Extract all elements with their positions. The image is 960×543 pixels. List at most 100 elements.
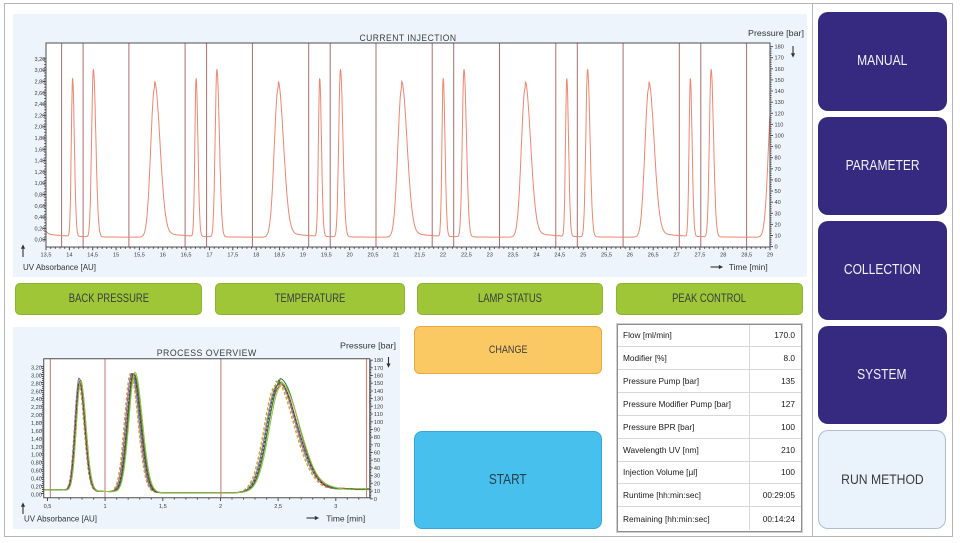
svg-text:1: 1 [104,504,107,510]
svg-text:Time [min]: Time [min] [326,514,365,524]
svg-text:150: 150 [374,381,383,387]
svg-text:2,5: 2,5 [274,504,282,510]
svg-text:24: 24 [533,253,539,259]
svg-text:2,20: 2,20 [35,113,46,119]
svg-text:130: 130 [775,100,784,106]
svg-text:PROCESS OVERVIEW: PROCESS OVERVIEW [157,348,257,358]
svg-text:0,40: 0,40 [31,477,42,483]
svg-text:3,00: 3,00 [35,68,46,74]
svg-text:24,5: 24,5 [554,253,565,259]
svg-text:14: 14 [66,253,72,259]
svg-text:180: 180 [374,358,383,364]
svg-text:29: 29 [767,253,773,259]
svg-text:23: 23 [487,253,493,259]
svg-text:0,80: 0,80 [31,461,42,467]
svg-text:26: 26 [627,253,633,259]
svg-text:UV Absorbance [AU]: UV Absorbance [AU] [23,262,96,272]
svg-text:40: 40 [775,200,781,206]
svg-text:20: 20 [374,481,380,487]
svg-text:20: 20 [346,253,352,259]
svg-text:15: 15 [113,253,119,259]
svg-text:2,00: 2,00 [35,125,46,131]
svg-text:100: 100 [775,134,784,140]
svg-text:0,00: 0,00 [35,238,46,244]
svg-text:17,5: 17,5 [227,253,238,259]
svg-text:130: 130 [374,397,383,403]
svg-text:26,5: 26,5 [648,253,659,259]
svg-text:160: 160 [775,67,784,73]
svg-text:140: 140 [374,389,383,395]
svg-text:21: 21 [393,253,399,259]
svg-text:1,5: 1,5 [159,504,167,510]
svg-text:15,5: 15,5 [134,253,145,259]
svg-text:21,5: 21,5 [414,253,425,259]
svg-text:2,20: 2,20 [31,405,42,411]
svg-text:28,5: 28,5 [741,253,752,259]
svg-text:90: 90 [775,145,781,151]
svg-text:3,20: 3,20 [35,57,46,63]
svg-text:1,00: 1,00 [31,453,42,459]
svg-text:14,5: 14,5 [87,253,98,259]
svg-text:150: 150 [775,78,784,84]
svg-text:22,5: 22,5 [461,253,472,259]
svg-text:Pressure [bar]: Pressure [bar] [748,28,804,38]
svg-text:27: 27 [673,253,679,259]
svg-text:Time [min]: Time [min] [729,262,768,272]
svg-text:80: 80 [775,156,781,162]
svg-text:80: 80 [374,435,380,441]
svg-text:100: 100 [374,420,383,426]
svg-text:UV Absorbance [AU]: UV Absorbance [AU] [24,514,97,524]
svg-text:0,20: 0,20 [31,485,42,491]
svg-text:140: 140 [775,89,784,95]
svg-text:10: 10 [775,234,781,240]
svg-text:30: 30 [374,474,380,480]
svg-text:3,00: 3,00 [31,373,42,379]
svg-text:60: 60 [374,451,380,457]
svg-text:1,80: 1,80 [31,421,42,427]
svg-text:170: 170 [775,56,784,62]
svg-text:2,60: 2,60 [35,91,46,97]
svg-text:16,5: 16,5 [181,253,192,259]
svg-text:2,40: 2,40 [35,102,46,108]
svg-text:17: 17 [206,253,212,259]
svg-text:0,20: 0,20 [35,226,46,232]
svg-text:0: 0 [775,245,778,251]
svg-text:0,40: 0,40 [35,215,46,221]
svg-text:0,60: 0,60 [31,469,42,475]
svg-text:70: 70 [775,167,781,173]
svg-text:22: 22 [440,253,446,259]
svg-text:2,00: 2,00 [31,413,42,419]
svg-text:0,80: 0,80 [35,193,46,199]
svg-text:1,20: 1,20 [31,445,42,451]
svg-text:120: 120 [775,111,784,117]
svg-text:30: 30 [775,211,781,217]
svg-text:3: 3 [334,504,337,510]
svg-text:0,00: 0,00 [31,492,42,498]
svg-text:180: 180 [775,45,784,51]
svg-text:3,20: 3,20 [31,366,42,372]
svg-text:19: 19 [300,253,306,259]
svg-text:2,80: 2,80 [31,381,42,387]
svg-text:23,5: 23,5 [508,253,519,259]
svg-text:170: 170 [374,366,383,372]
svg-text:1,60: 1,60 [35,147,46,153]
svg-text:60: 60 [775,178,781,184]
svg-text:70: 70 [374,443,380,449]
svg-text:27,5: 27,5 [694,253,705,259]
svg-text:120: 120 [374,404,383,410]
svg-text:10: 10 [374,489,380,495]
svg-text:16: 16 [160,253,166,259]
svg-text:110: 110 [374,412,383,418]
svg-text:20,5: 20,5 [368,253,379,259]
svg-text:2: 2 [219,504,222,510]
svg-text:2,80: 2,80 [35,80,46,86]
svg-text:90: 90 [374,428,380,434]
svg-text:1,20: 1,20 [35,170,46,176]
svg-text:1,40: 1,40 [35,159,46,165]
svg-text:0,5: 0,5 [44,504,52,510]
svg-text:2,60: 2,60 [31,389,42,395]
svg-text:50: 50 [775,189,781,195]
svg-text:50: 50 [374,458,380,464]
svg-text:18: 18 [253,253,259,259]
svg-text:28: 28 [720,253,726,259]
